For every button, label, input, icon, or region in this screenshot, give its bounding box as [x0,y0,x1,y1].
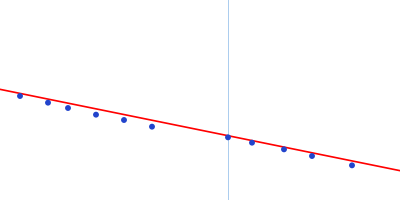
Point [93,113,99,116]
Point [65,106,71,110]
Point [281,148,287,151]
Point [17,94,23,98]
Point [225,136,231,139]
Point [149,125,155,128]
Point [349,164,355,167]
Point [249,141,255,144]
Point [121,118,127,122]
Point [309,154,315,158]
Point [45,101,51,104]
